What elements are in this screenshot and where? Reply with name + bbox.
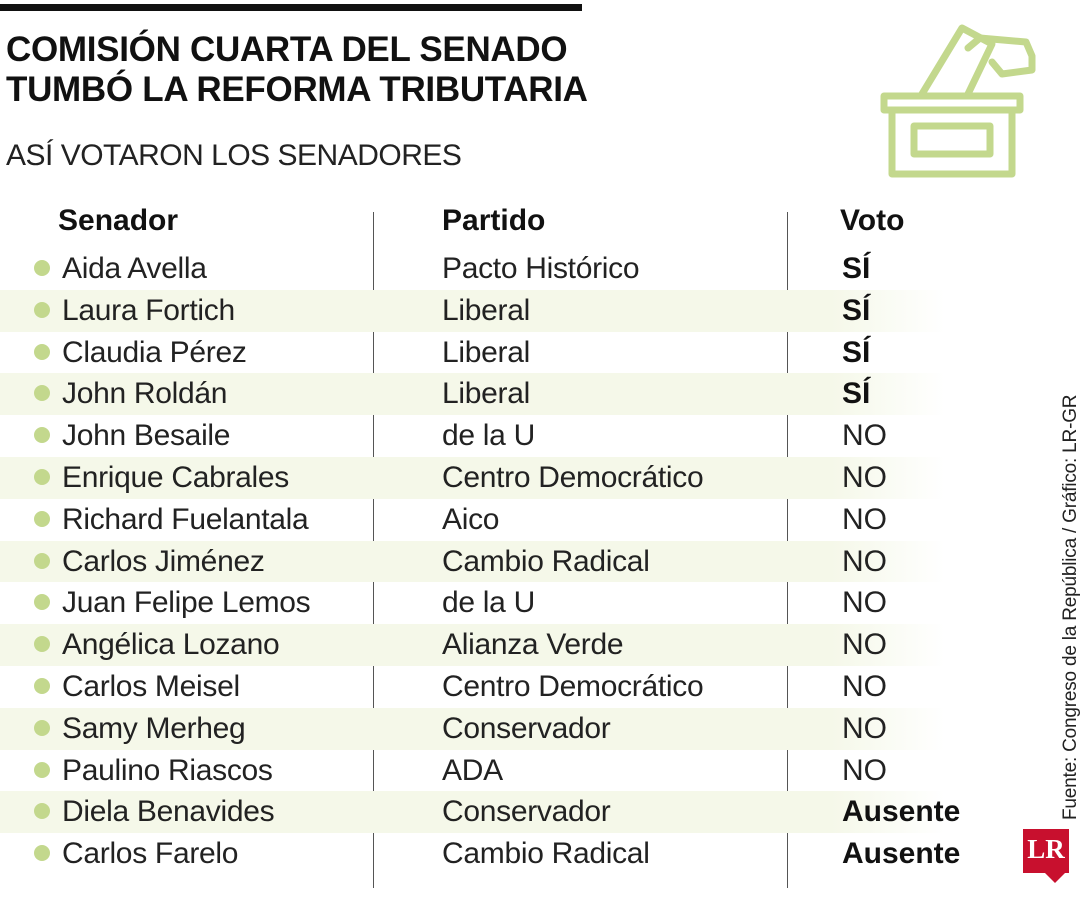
- vote-value: NO: [842, 711, 887, 745]
- bullet-icon: [34, 343, 50, 360]
- senator-name: Diela Benavides: [62, 795, 275, 829]
- top-rule: [0, 4, 582, 11]
- party-name: Centro Democrático: [442, 669, 704, 703]
- bullet-icon: [34, 845, 50, 862]
- source-credit: Fuente: Congreso de la República / Gráfi…: [1060, 394, 1080, 820]
- vote-value: NO: [842, 419, 887, 453]
- table-row: Juan Felipe Lemos de la U NO: [0, 582, 945, 624]
- bullet-icon: [34, 761, 50, 778]
- senator-name: Samy Merheg: [62, 711, 246, 745]
- header-vote: Voto: [840, 204, 905, 237]
- bullet-icon: [34, 636, 50, 653]
- table-row: Diela Benavides Conservador Ausente: [0, 791, 960, 834]
- senator-name: Aida Avella: [62, 252, 207, 285]
- party-name: Centro Democrático: [442, 460, 704, 494]
- senator-name: Paulino Riascos: [62, 753, 273, 787]
- senator-name: John Besaile: [62, 419, 231, 453]
- bullet-icon: [34, 510, 50, 527]
- table-row: Laura Fortich Liberal SÍ: [0, 289, 945, 332]
- vote-value: NO: [842, 753, 887, 787]
- table-row: Richard Fuelantala Aico NO: [0, 499, 945, 541]
- vote-value: NO: [842, 586, 887, 620]
- bullet-icon: [34, 552, 50, 569]
- senator-name: Claudia Pérez: [62, 335, 247, 369]
- senator-name: Carlos Meisel: [62, 669, 240, 703]
- table-body: Aida Avella Pacto Histórico SÍ Laura Fortic…: [0, 248, 960, 875]
- senator-name: Laura Fortich: [62, 293, 235, 327]
- senator-name: John Roldán: [62, 377, 228, 411]
- senator-name: Angélica Lozano: [62, 628, 280, 662]
- vote-value: SÍ: [842, 335, 871, 369]
- table-row: John Roldán Liberal SÍ: [0, 373, 945, 416]
- party-name: Cambio Radical: [442, 544, 650, 578]
- senator-name: Enrique Cabrales: [62, 460, 289, 494]
- senator-name: Juan Felipe Lemos: [62, 586, 311, 620]
- vote-value: NO: [842, 460, 887, 494]
- table-row: Carlos Farelo Cambio Radical Ausente: [0, 833, 960, 875]
- senator-name: Richard Fuelantala: [62, 502, 309, 536]
- party-name: Conservador: [442, 795, 611, 829]
- party-name: Cambio Radical: [442, 837, 650, 871]
- senator-name: Carlos Farelo: [62, 837, 239, 871]
- table-row: Claudia Pérez Liberal SÍ: [0, 332, 945, 374]
- vote-value: NO: [842, 669, 887, 703]
- logo-text: LR: [1027, 834, 1065, 864]
- ballot-box-icon: [880, 24, 1036, 178]
- senator-name: Carlos Jiménez: [62, 544, 265, 578]
- vote-value: NO: [842, 628, 887, 662]
- party-name: Aico: [442, 502, 500, 536]
- bullet-icon: [34, 427, 50, 444]
- party-name: de la U: [442, 586, 535, 620]
- party-name: Pacto Histórico: [442, 252, 640, 285]
- table-row: Carlos Meisel Centro Democrático NO: [0, 666, 945, 708]
- header-party: Partido: [442, 204, 546, 237]
- party-name: Conservador: [442, 711, 611, 745]
- party-name: Liberal: [442, 335, 530, 369]
- vote-value: NO: [842, 544, 887, 578]
- table-row: Enrique Cabrales Centro Democrático NO: [0, 456, 945, 499]
- vote-value: SÍ: [842, 377, 871, 411]
- bullet-icon: [34, 594, 50, 611]
- vote-value: SÍ: [842, 293, 871, 327]
- vote-value: Ausente: [842, 837, 961, 871]
- table-header: Senador Partido Voto: [0, 202, 945, 248]
- vote-value: Ausente: [842, 795, 961, 829]
- table-row: John Besaile de la U NO: [0, 415, 945, 457]
- bullet-icon: [34, 385, 50, 402]
- party-name: Liberal: [442, 377, 530, 411]
- page-title: COMISIÓN CUARTA DEL SENADO TUMBÓ LA REFO…: [6, 30, 588, 110]
- bullet-icon: [34, 803, 50, 820]
- title-line-2: TUMBÓ LA REFORMA TRIBUTARIA: [6, 70, 588, 109]
- vote-value: NO: [842, 502, 887, 536]
- bullet-icon: [34, 719, 50, 736]
- table-row: Carlos Jiménez Cambio Radical NO: [0, 540, 945, 583]
- party-name: Alianza Verde: [442, 628, 624, 662]
- subtitle: ASÍ VOTARON LOS SENADORES: [6, 139, 462, 172]
- party-name: Liberal: [442, 293, 530, 327]
- title-line-1: COMISIÓN CUARTA DEL SENADO: [6, 30, 568, 69]
- vote-value: SÍ: [842, 252, 871, 285]
- header-senator: Senador: [58, 204, 179, 237]
- bullet-icon: [34, 260, 50, 276]
- table-row: Paulino Riascos ADA NO: [0, 750, 945, 792]
- party-name: ADA: [442, 753, 503, 787]
- bullet-icon: [34, 301, 50, 318]
- table-row: Samy Merheg Conservador NO: [0, 707, 945, 750]
- votes-table: Senador Partido Voto Aida Avella Pacto Hi…: [0, 202, 960, 875]
- table-row: Angélica Lozano Alianza Verde NO: [0, 624, 945, 666]
- party-name: de la U: [442, 419, 535, 453]
- bullet-icon: [34, 677, 50, 694]
- lr-logo: LR: [1023, 829, 1069, 883]
- table-row: Aida Avella Pacto Histórico SÍ: [0, 248, 945, 290]
- bullet-icon: [34, 468, 50, 485]
